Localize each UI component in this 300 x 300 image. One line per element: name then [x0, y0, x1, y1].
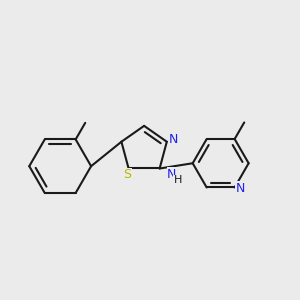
Text: S: S	[123, 169, 131, 182]
Text: N: N	[167, 168, 176, 181]
Text: N: N	[235, 182, 244, 195]
Text: N: N	[169, 133, 178, 146]
Text: H: H	[173, 175, 182, 185]
